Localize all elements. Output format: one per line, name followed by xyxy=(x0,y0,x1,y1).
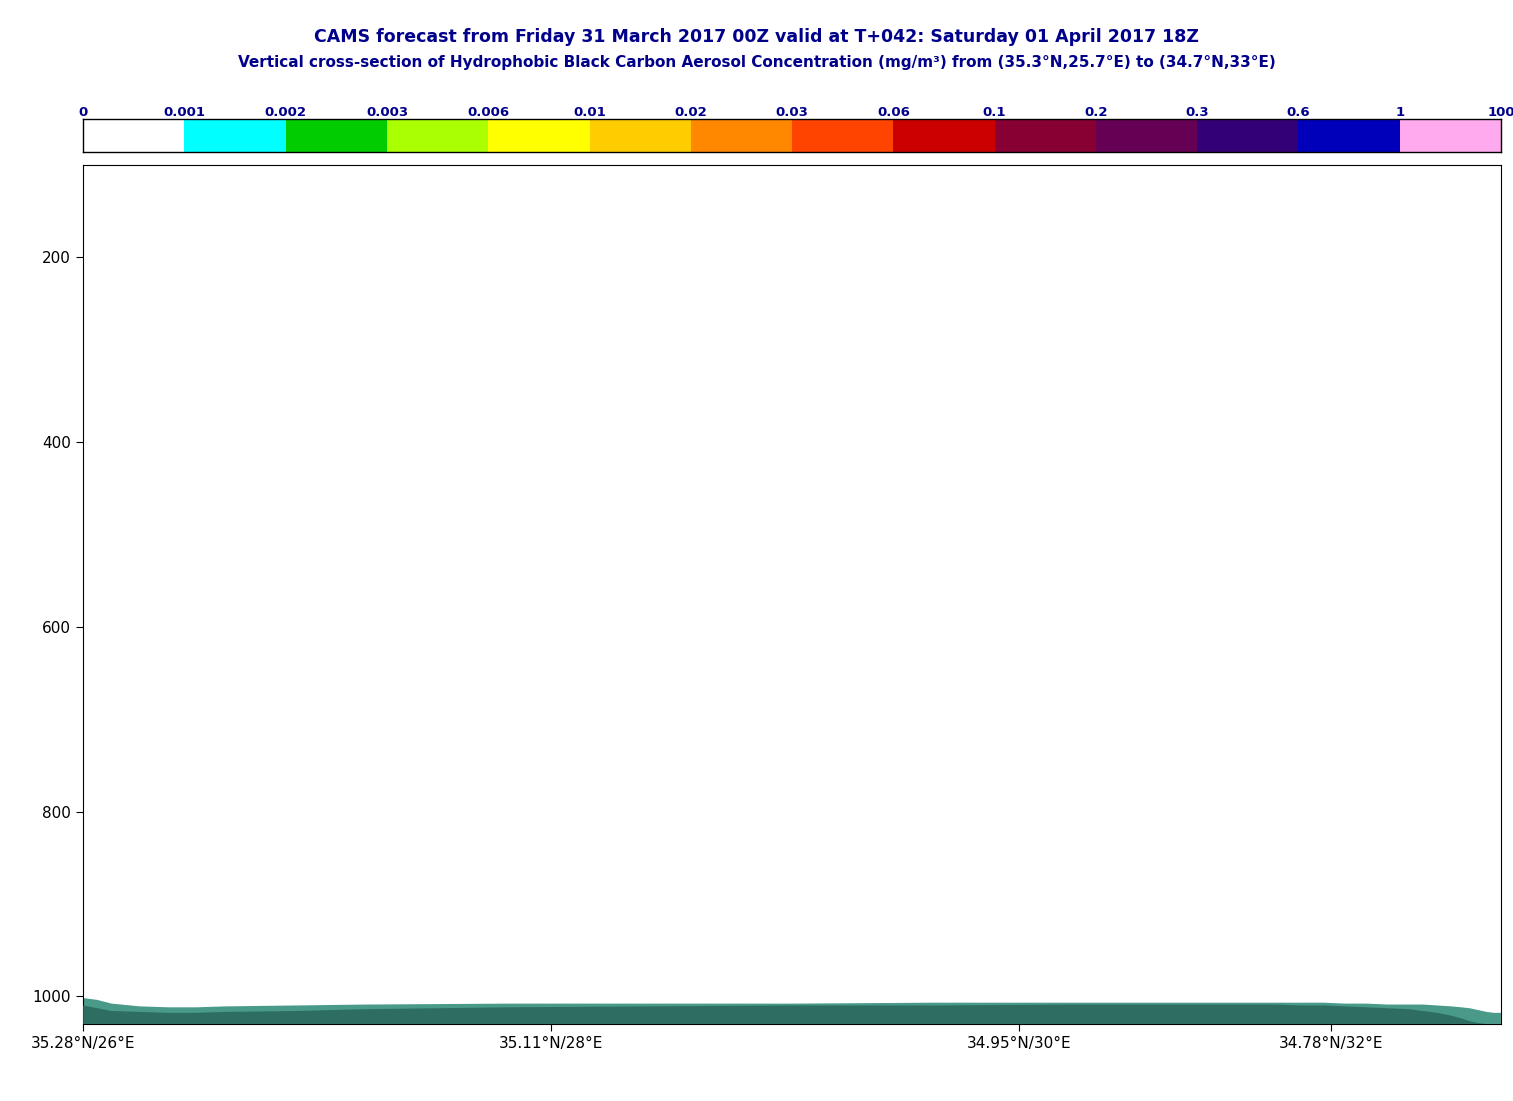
Text: 0.02: 0.02 xyxy=(675,106,707,119)
Text: CAMS forecast from Friday 31 March 2017 00Z valid at T+042: Saturday 01 April 20: CAMS forecast from Friday 31 March 2017 … xyxy=(315,28,1198,45)
Text: 0.6: 0.6 xyxy=(1286,106,1310,119)
Polygon shape xyxy=(83,1004,1501,1024)
Bar xyxy=(1095,119,1197,152)
Bar xyxy=(994,119,1095,152)
Text: 0.3: 0.3 xyxy=(1185,106,1209,119)
Text: 0.1: 0.1 xyxy=(983,106,1006,119)
Bar xyxy=(83,119,185,152)
Text: 1: 1 xyxy=(1395,106,1404,119)
Bar xyxy=(893,119,994,152)
Bar xyxy=(1298,119,1400,152)
Bar xyxy=(1197,119,1298,152)
Bar xyxy=(185,119,286,152)
Text: 0.003: 0.003 xyxy=(366,106,409,119)
Bar xyxy=(590,119,691,152)
Text: 0.06: 0.06 xyxy=(878,106,909,119)
Bar xyxy=(1400,119,1501,152)
Bar xyxy=(691,119,793,152)
Text: 0.01: 0.01 xyxy=(573,106,605,119)
Bar xyxy=(387,119,489,152)
Polygon shape xyxy=(83,999,1501,1024)
Text: 0.2: 0.2 xyxy=(1085,106,1108,119)
Text: 0.03: 0.03 xyxy=(776,106,808,119)
Text: 0: 0 xyxy=(79,106,88,119)
Text: 0.006: 0.006 xyxy=(468,106,510,119)
Text: 0.001: 0.001 xyxy=(163,106,206,119)
Text: 100: 100 xyxy=(1487,106,1513,119)
Bar xyxy=(793,119,893,152)
Text: Vertical cross-section of Hydrophobic Black Carbon Aerosol Concentration (mg/m³): Vertical cross-section of Hydrophobic Bl… xyxy=(238,55,1275,70)
Bar xyxy=(286,119,387,152)
Bar xyxy=(489,119,590,152)
Text: 0.002: 0.002 xyxy=(265,106,307,119)
